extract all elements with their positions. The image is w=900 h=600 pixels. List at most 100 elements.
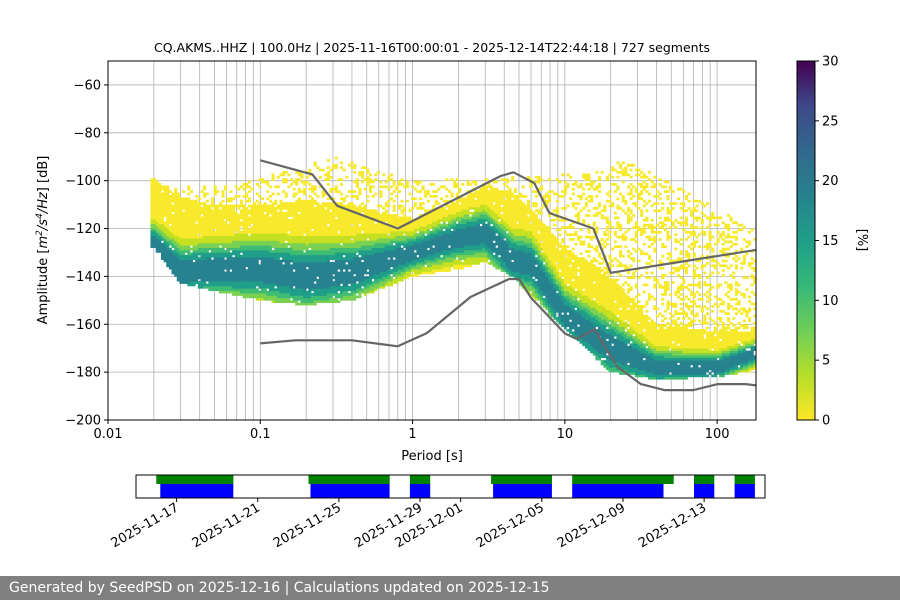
psd-cell <box>461 199 465 203</box>
psd-cell <box>182 226 186 229</box>
psd-cell <box>234 228 238 232</box>
psd-cell <box>379 264 383 268</box>
psd-cell <box>361 221 365 225</box>
psd-cell <box>213 190 217 193</box>
psd-cell <box>229 230 233 234</box>
psd-cell <box>382 250 386 253</box>
psd-cell <box>226 250 230 253</box>
psd-cell <box>382 278 386 282</box>
psd-cell <box>213 187 217 191</box>
psd-cell <box>368 245 372 248</box>
psd-cell <box>503 230 507 234</box>
psd-cell <box>266 180 270 184</box>
psd-cell <box>340 218 344 222</box>
psd-cell <box>350 195 354 198</box>
psd-cell <box>482 209 486 213</box>
psd-cell <box>174 254 178 258</box>
psd-cell <box>350 297 354 301</box>
psd-cell <box>226 209 230 213</box>
psd-cell <box>476 242 480 246</box>
psd-cell <box>334 211 338 215</box>
psd-cell <box>487 183 491 186</box>
psd-cell <box>221 235 225 239</box>
psd-cell <box>303 252 307 256</box>
psd-cell <box>195 269 199 272</box>
psd-cell <box>495 195 499 198</box>
psd-cell <box>374 264 378 268</box>
psd-cell <box>218 283 222 287</box>
psd-cell <box>211 278 215 282</box>
psd-cell <box>353 285 357 289</box>
psd-cell <box>166 211 170 215</box>
psd-cell <box>316 226 320 229</box>
psd-cell <box>284 295 288 299</box>
psd-cell <box>334 226 338 229</box>
psd-cell <box>376 233 380 237</box>
psd-cell <box>221 285 225 289</box>
psd-cell <box>268 245 272 248</box>
psd-cell <box>176 257 180 260</box>
psd-cell <box>353 171 357 174</box>
psd-cell <box>371 290 375 294</box>
psd-cell <box>466 262 470 265</box>
psd-cell <box>174 202 178 205</box>
psd-cell <box>403 228 407 232</box>
psd-cell <box>305 264 309 268</box>
psd-cell <box>308 257 312 260</box>
psd-cell <box>150 183 154 186</box>
psd-cell <box>266 183 270 186</box>
psd-cell <box>395 252 399 256</box>
psd-cell <box>434 230 438 234</box>
psd-cell <box>168 228 172 232</box>
psd-cell <box>413 221 417 225</box>
psd-cell <box>342 238 346 241</box>
psd-cell <box>300 288 304 292</box>
psd-cell <box>237 276 241 280</box>
psd-cell <box>455 240 459 244</box>
psd-cell <box>289 269 294 272</box>
psd-cell <box>421 262 425 265</box>
psd-cell <box>411 185 415 189</box>
psd-cell <box>392 214 396 217</box>
psd-cell <box>305 228 309 232</box>
psd-cell <box>216 233 220 237</box>
psd-cell <box>395 262 399 265</box>
psd-cell <box>189 214 193 217</box>
psd-cell <box>400 257 404 260</box>
psd-cell <box>300 262 304 265</box>
psd-cell <box>358 293 362 296</box>
psd-cell <box>347 276 351 280</box>
psd-cell <box>303 264 307 268</box>
psd-cell <box>297 197 301 201</box>
psd-cell <box>295 297 299 301</box>
psd-cell <box>176 264 180 268</box>
psd-cell <box>261 228 265 232</box>
psd-cell <box>490 204 494 208</box>
psd-cell <box>195 226 199 229</box>
psd-cell <box>461 204 465 208</box>
psd-cell <box>390 252 394 256</box>
psd-cell <box>374 240 378 244</box>
psd-cell <box>411 259 415 263</box>
psd-cell <box>447 252 451 256</box>
psd-cell <box>284 235 288 239</box>
psd-cell <box>358 252 362 256</box>
psd-cell <box>174 257 178 260</box>
psd-cell <box>237 195 241 198</box>
psd-cell <box>158 228 162 232</box>
psd-cell <box>495 259 499 263</box>
psd-cell <box>461 252 465 256</box>
psd-cell <box>179 211 183 215</box>
psd-cell <box>334 187 338 191</box>
psd-cell <box>461 218 465 222</box>
psd-cell <box>197 204 201 208</box>
psd-cell <box>284 300 288 304</box>
psd-cell <box>213 230 217 234</box>
psd-cell <box>168 218 172 222</box>
psd-cell <box>429 266 433 270</box>
psd-cell <box>321 281 325 284</box>
psd-cell <box>211 269 215 272</box>
psd-cell <box>232 197 236 201</box>
psd-cell <box>334 300 338 304</box>
psd-cell <box>350 242 354 246</box>
